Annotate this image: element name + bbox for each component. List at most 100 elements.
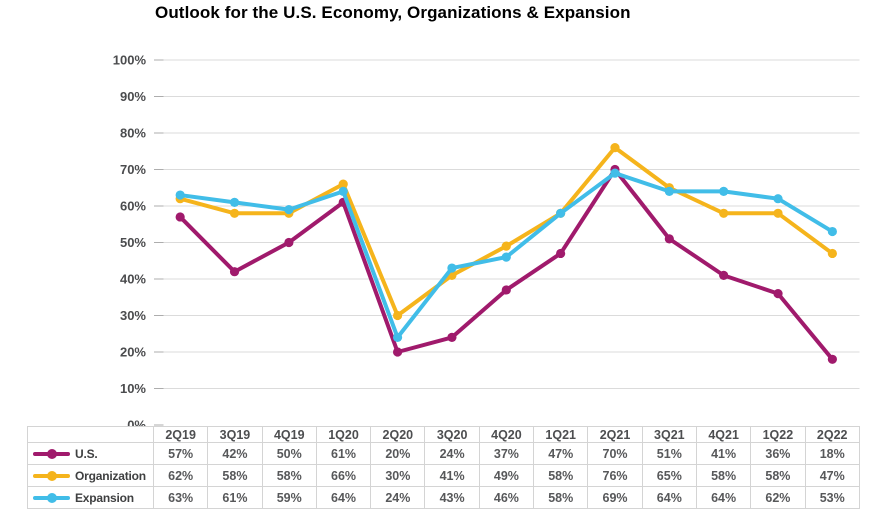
expansion-marker-3q19[interactable] <box>229 197 240 207</box>
value-organization-1q20: 66% <box>315 464 372 487</box>
us-marker-1q21[interactable] <box>556 248 566 259</box>
column-header-2q20: 2Q20 <box>370 426 426 443</box>
value-organization-2q20: 30% <box>370 464 426 487</box>
y-axis-label: 0% <box>127 418 146 427</box>
chart-data-table: 2Q19 3Q19 4Q19 1Q20 2Q20 3Q20 4Q20 1Q21 2Q21 3Q21… <box>27 426 860 509</box>
us-marker-1q22[interactable] <box>773 289 783 299</box>
column-header-2q22: 2Q22 <box>804 426 860 443</box>
us-marker-4q21[interactable] <box>719 270 729 280</box>
us-marker-3q19[interactable] <box>229 267 240 277</box>
value-organization-3q20: 41% <box>424 464 480 487</box>
organization-marker-2q20[interactable] <box>392 310 403 321</box>
value-us-2q20: 20% <box>370 442 426 465</box>
value-expansion-1q22: 62% <box>750 486 806 509</box>
table-corner-cell <box>27 426 154 443</box>
value-us-1q20: 61% <box>315 442 372 465</box>
column-header-3q21: 3Q21 <box>641 426 697 443</box>
table-header-row: 2Q19 3Q19 4Q19 1Q20 2Q20 3Q20 4Q20 1Q21 2Q21 3Q21… <box>27 426 860 443</box>
value-organization-3q21: 65% <box>641 464 697 487</box>
column-header-3q20: 3Q20 <box>424 426 480 443</box>
expansion-marker-4q19[interactable] <box>284 205 294 215</box>
us-marker-3q20[interactable] <box>447 332 457 342</box>
column-header-2q19: 2Q19 <box>152 426 209 443</box>
value-organization-1q21: 58% <box>533 464 589 487</box>
legend-item-organization: Organization <box>27 464 154 487</box>
column-header-3q19: 3Q19 <box>207 426 263 443</box>
value-us-1q21: 47% <box>533 442 589 465</box>
y-axis-label: 10% <box>120 381 146 396</box>
organization-marker-2q22[interactable] <box>827 248 837 259</box>
value-organization-2q22: 47% <box>804 464 860 487</box>
series-label-us: U.S. <box>75 446 98 461</box>
y-axis-label: 30% <box>120 308 146 323</box>
column-header-1q20: 1Q20 <box>315 426 372 443</box>
column-header-4q21: 4Q21 <box>695 426 752 443</box>
expansion-marker-2q21[interactable] <box>610 168 620 178</box>
value-expansion-3q20: 43% <box>424 486 480 509</box>
value-organization-2q21: 76% <box>587 464 643 487</box>
us-marker-4q20[interactable] <box>501 285 511 295</box>
series-label-expansion: Expansion <box>75 490 134 505</box>
value-organization-4q19: 58% <box>261 464 317 487</box>
column-header-2q21: 2Q21 <box>587 426 643 443</box>
series-label-organization: Organization <box>75 468 146 483</box>
line-chart-plot-area: 0% 10% 20% 30% 40% 50% 60% 70% 80% 90% 100% <box>113 53 860 427</box>
value-us-3q20: 24% <box>424 442 480 465</box>
expansion-marker-2q19[interactable] <box>175 190 185 200</box>
value-us-3q19: 42% <box>207 442 263 465</box>
value-organization-1q22: 58% <box>750 464 806 487</box>
y-axis-label: 80% <box>120 126 146 141</box>
us-marker-2q22[interactable] <box>827 354 837 364</box>
value-expansion-3q21: 64% <box>641 486 697 509</box>
expansion-marker-1q22[interactable] <box>773 194 783 204</box>
value-us-1q22: 36% <box>750 442 806 465</box>
column-header-4q20: 4Q20 <box>478 426 535 443</box>
us-marker-2q19[interactable] <box>175 212 185 222</box>
value-expansion-4q20: 46% <box>478 486 535 509</box>
expansion-line-marker-icon <box>33 492 70 503</box>
expansion-marker-4q21[interactable] <box>719 186 729 196</box>
organization-line-marker-icon <box>33 470 70 481</box>
expansion-marker-2q22[interactable] <box>827 226 837 237</box>
value-us-4q21: 41% <box>695 442 752 465</box>
y-axis-label: 50% <box>120 235 146 250</box>
column-header-4q19: 4Q19 <box>261 426 317 443</box>
organization-marker-3q19[interactable] <box>229 208 240 218</box>
value-organization-3q19: 58% <box>207 464 263 487</box>
value-expansion-3q19: 61% <box>207 486 263 509</box>
value-organization-4q20: 49% <box>478 464 535 487</box>
value-organization-2q19: 62% <box>152 464 209 487</box>
value-us-2q19: 57% <box>152 442 209 465</box>
organization-marker-4q21[interactable] <box>719 208 729 218</box>
organization-marker-1q22[interactable] <box>773 208 783 218</box>
organization-marker-2q21[interactable] <box>610 143 620 153</box>
expansion-marker-2q20[interactable] <box>392 332 403 342</box>
expansion-marker-1q21[interactable] <box>556 208 566 218</box>
us-marker-3q21[interactable] <box>664 234 674 244</box>
organization-marker-1q20[interactable] <box>338 179 348 189</box>
column-header-1q21: 1Q21 <box>533 426 589 443</box>
chart-title: Outlook for the U.S. Economy, Organizati… <box>155 3 631 22</box>
value-expansion-4q21: 64% <box>695 486 752 509</box>
organization-marker-4q20[interactable] <box>501 241 511 251</box>
value-expansion-2q21: 69% <box>587 486 643 509</box>
expansion-marker-4q20[interactable] <box>501 252 511 262</box>
value-expansion-1q20: 64% <box>315 486 372 509</box>
value-us-2q21: 70% <box>587 442 643 465</box>
y-axis-label: 40% <box>120 272 146 287</box>
value-organization-4q21: 58% <box>695 464 752 487</box>
legend-item-us: U.S. <box>27 442 154 465</box>
y-axis-label: 20% <box>120 345 146 360</box>
table-row-organization: Organization 62% 58% 58% 66% 30% 41% 49% 58% 76% 6… <box>27 464 860 487</box>
value-expansion-4q19: 59% <box>261 486 317 509</box>
expansion-marker-3q21[interactable] <box>664 186 674 196</box>
y-axis-label: 70% <box>120 162 146 177</box>
us-marker-2q20[interactable] <box>392 347 403 357</box>
expansion-marker-3q20[interactable] <box>447 263 457 273</box>
us-marker-4q19[interactable] <box>284 237 294 248</box>
value-expansion-2q19: 63% <box>152 486 209 509</box>
expansion-marker-1q20[interactable] <box>338 186 348 196</box>
value-us-4q20: 37% <box>478 442 535 465</box>
us-line-marker-icon <box>33 448 70 459</box>
